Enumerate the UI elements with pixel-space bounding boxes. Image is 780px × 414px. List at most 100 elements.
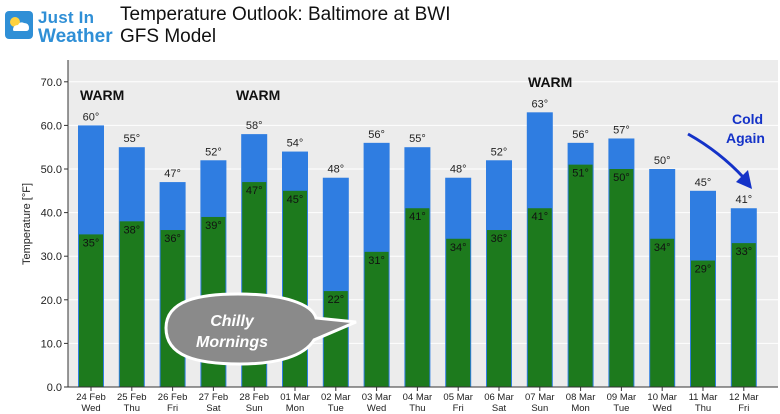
annotations: WARM WARM WARM Cold Again Chilly Mornings xyxy=(80,74,765,366)
x-tick-date: 12 Mar xyxy=(729,392,759,403)
high-temp-label: 63° xyxy=(531,98,548,110)
low-temp-label: 34° xyxy=(450,242,467,254)
x-tick-day: Wed xyxy=(367,403,386,414)
y-tick-label: 10.0 xyxy=(41,338,62,350)
low-temp-label: 47° xyxy=(246,185,263,197)
x-tick-day: Mon xyxy=(286,403,304,414)
low-temp-bar xyxy=(405,208,430,387)
x-tick-date: 11 Mar xyxy=(689,392,718,403)
low-temp-label: 22° xyxy=(327,294,344,306)
x-tick-day: Fri xyxy=(453,403,464,414)
low-temp-bar xyxy=(527,208,552,387)
high-temp-label: 52° xyxy=(491,146,508,158)
x-tick-date: 10 Mar xyxy=(647,392,677,403)
x-tick-date: 25 Feb xyxy=(117,392,147,403)
low-temp-label: 35° xyxy=(83,237,100,249)
x-tick-date: 26 Feb xyxy=(158,392,188,403)
brand-logo[interactable]: Just In Weather xyxy=(4,4,114,48)
x-tick-date: 04 Mar xyxy=(403,392,433,403)
x-tick-day: Wed xyxy=(653,403,672,414)
low-temp-bar xyxy=(119,221,144,387)
y-axis-label: Temperature [°F] xyxy=(21,183,33,265)
x-tick-date: 05 Mar xyxy=(443,392,473,403)
weather-logo-icon xyxy=(5,11,33,39)
low-temp-label: 34° xyxy=(654,242,671,254)
brand-line2: Weather xyxy=(38,26,113,47)
high-temp-label: 60° xyxy=(83,111,100,123)
x-tick-day: Tue xyxy=(613,403,629,414)
high-temp-label: 48° xyxy=(327,164,344,176)
chilly-annotation-line2: Mornings xyxy=(196,334,268,351)
y-tick-label: 0.0 xyxy=(47,382,62,394)
x-tick-date: 01 Mar xyxy=(280,392,310,403)
x-tick-date: 02 Mar xyxy=(321,392,351,403)
x-tick-day: Sat xyxy=(206,403,221,414)
low-temp-bar xyxy=(446,238,471,387)
high-temp-label: 57° xyxy=(613,124,630,136)
high-temp-label: 56° xyxy=(368,129,385,141)
chart-title: Temperature Outlook: Baltimore at BWI xyxy=(120,4,451,25)
brand-line1: Just In xyxy=(38,8,95,27)
high-temp-label: 47° xyxy=(164,168,181,180)
low-temp-label: 41° xyxy=(409,211,426,223)
cold-annotation-line2: Again xyxy=(726,130,765,146)
x-tick-day: Thu xyxy=(409,403,425,414)
y-tick-label: 30.0 xyxy=(41,251,62,263)
low-temp-label: 41° xyxy=(531,211,548,223)
x-tick-date: 09 Mar xyxy=(607,392,637,403)
warm-annotation: WARM xyxy=(528,74,572,90)
high-temp-label: 54° xyxy=(287,138,304,150)
low-temp-bar xyxy=(731,243,756,387)
bar-series: 60° 35° 55° 38° 47° 36° 52° 39° 58° 47° 54° 45° 48° 2… xyxy=(78,98,757,388)
warm-annotation: WARM xyxy=(80,87,124,103)
low-temp-label: 39° xyxy=(205,220,222,232)
x-tick-day: Sat xyxy=(492,403,507,414)
high-temp-label: 52° xyxy=(205,146,222,158)
x-tick-day: Thu xyxy=(695,403,711,414)
low-temp-label: 51° xyxy=(572,168,589,180)
low-temp-bar xyxy=(364,251,389,387)
x-tick-date: 08 Mar xyxy=(566,392,596,403)
chilly-annotation: Chilly xyxy=(210,313,255,330)
x-tick-date: 06 Mar xyxy=(484,392,514,403)
low-temp-bar xyxy=(323,291,348,387)
y-tick-label: 20.0 xyxy=(41,295,62,307)
low-temp-bar xyxy=(568,164,593,387)
low-temp-bar xyxy=(691,260,715,387)
x-tick-day: Wed xyxy=(81,403,100,414)
x-tick-date: 27 Feb xyxy=(199,392,229,403)
high-temp-label: 50° xyxy=(654,155,671,167)
low-temp-bar xyxy=(487,230,511,387)
y-tick-label: 50.0 xyxy=(41,164,62,176)
low-temp-label: 45° xyxy=(287,194,304,206)
low-temp-label: 50° xyxy=(613,172,630,184)
cold-annotation: Cold xyxy=(732,111,763,127)
low-temp-bar xyxy=(650,238,675,387)
x-tick-date: 07 Mar xyxy=(525,392,555,403)
low-temp-label: 31° xyxy=(368,255,385,267)
y-tick-label: 70.0 xyxy=(41,77,62,89)
low-temp-label: 33° xyxy=(735,246,752,258)
x-tick-day: Thu xyxy=(124,403,140,414)
x-tick-date: 24 Feb xyxy=(76,392,106,403)
cold-arrowhead-icon xyxy=(736,170,752,189)
low-temp-label: 36° xyxy=(164,233,181,245)
low-temp-label: 29° xyxy=(695,264,712,276)
y-tick-label: 40.0 xyxy=(41,208,62,220)
low-temp-label: 36° xyxy=(491,233,508,245)
x-tick-day: Tue xyxy=(328,403,344,414)
low-temp-bar xyxy=(609,169,634,387)
low-temp-label: 38° xyxy=(123,224,140,236)
x-tick-date: 03 Mar xyxy=(362,392,392,403)
high-temp-label: 58° xyxy=(246,120,263,132)
y-axis: 0.0 10.0 20.0 30.0 40.0 50.0 60.0 70.0 xyxy=(41,60,778,394)
low-temp-bar xyxy=(79,234,103,387)
speech-bubble-icon xyxy=(164,292,357,366)
x-tick-day: Fri xyxy=(167,403,178,414)
high-temp-label: 55° xyxy=(409,133,426,145)
x-tick-day: Mon xyxy=(571,403,589,414)
header: Just In Weather Temperature Outlook: Bal… xyxy=(0,0,780,52)
high-temp-label: 48° xyxy=(450,164,467,176)
high-temp-label: 41° xyxy=(735,194,752,206)
